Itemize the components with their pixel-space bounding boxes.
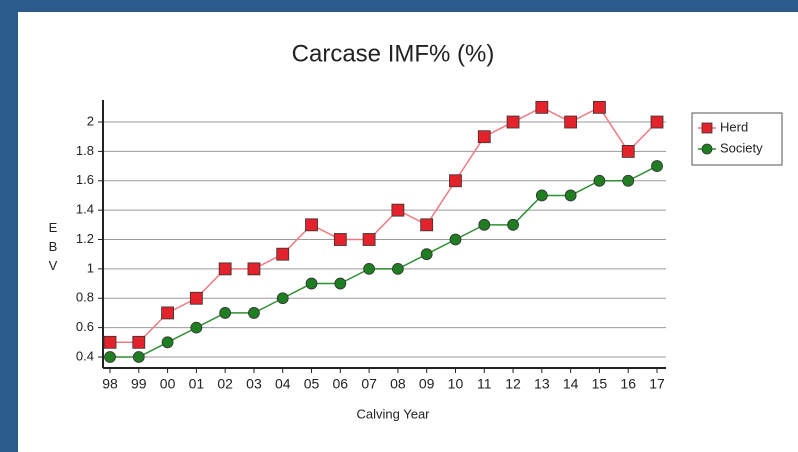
series-line (110, 106, 658, 344)
y-tick-label: 1.6 (76, 172, 94, 187)
marker (189, 291, 203, 305)
y-tick-label: 0.4 (76, 348, 94, 363)
x-tick-label: 10 (448, 376, 464, 392)
legend-marker (701, 122, 713, 134)
y-tick-label: 1.2 (76, 231, 94, 246)
marker (104, 351, 116, 363)
marker (334, 277, 347, 290)
marker (161, 336, 174, 349)
y-tick-label: 1.8 (76, 143, 94, 158)
marker (593, 100, 606, 114)
marker (248, 307, 260, 319)
marker (621, 144, 635, 158)
x-tick-label: 04 (275, 376, 291, 392)
marker (103, 335, 117, 349)
marker (276, 247, 290, 261)
marker (333, 233, 347, 246)
marker (622, 174, 635, 187)
x-tick-label: 17 (649, 376, 665, 392)
x-tick-label: 12 (505, 376, 521, 392)
legend-label: Herd (720, 119, 748, 134)
marker (391, 262, 404, 275)
marker (593, 174, 606, 187)
marker (305, 218, 318, 232)
marker (219, 307, 232, 319)
chart: Carcase IMF% (%) Calving Year 0.4 0.6 0.8 1… (76, 40, 783, 421)
legend-marker (701, 143, 713, 155)
marker (391, 203, 405, 217)
marker (506, 115, 520, 129)
marker (362, 233, 376, 246)
y-tick-label: 1.4 (76, 202, 94, 217)
marker (420, 248, 433, 261)
marker (132, 351, 145, 363)
x-tick-label: 03 (246, 376, 262, 392)
marker (507, 218, 519, 231)
marker (449, 233, 462, 246)
legend-label: Society (720, 140, 763, 155)
x-tick-label: 06 (333, 376, 349, 392)
y-tick-label: 2 (87, 113, 94, 128)
marker (363, 262, 376, 275)
x-tick-label: 11 (477, 376, 492, 392)
marker (449, 174, 462, 188)
marker (161, 306, 174, 320)
x-tick-label: 05 (304, 376, 320, 392)
x-tick-label: 15 (592, 376, 608, 392)
marker (420, 218, 434, 232)
x-tick-label: 07 (361, 376, 377, 392)
marker (190, 321, 203, 334)
x-tick-label: 01 (189, 376, 205, 392)
chart-title: Carcase IMF% (%) (292, 40, 495, 67)
x-tick-label: 14 (563, 376, 579, 392)
marker (651, 160, 663, 172)
legend-box (691, 112, 783, 166)
marker (477, 130, 491, 144)
marker (305, 277, 318, 290)
marker (247, 262, 261, 276)
marker (535, 100, 549, 114)
x-tick-label: 02 (217, 376, 233, 392)
x-axis-label: Calving Year (357, 406, 431, 421)
x-tick-label: 13 (534, 376, 550, 392)
y-tick-label: 1 (87, 260, 94, 275)
marker (132, 335, 146, 349)
marker (564, 115, 578, 129)
marker (535, 189, 548, 202)
marker (218, 262, 232, 276)
x-tick-label: 08 (390, 376, 406, 392)
x-tick-label: 98 (102, 376, 118, 392)
x-tick-label: 09 (419, 376, 435, 392)
x-tick-label: 16 (620, 376, 636, 392)
marker (564, 189, 577, 202)
marker (276, 292, 289, 305)
panel: Carcase IMF% (%) Calving Year 0.4 0.6 0.8 1… (18, 12, 798, 452)
y-tick-label: 0.8 (76, 290, 94, 305)
marker (650, 115, 664, 129)
y-tick-label: 0.6 (76, 319, 94, 334)
y-axis-label: EBV (48, 220, 58, 273)
x-tick-label: 99 (131, 376, 147, 392)
marker (478, 218, 491, 231)
x-tick-label: 00 (160, 376, 176, 392)
